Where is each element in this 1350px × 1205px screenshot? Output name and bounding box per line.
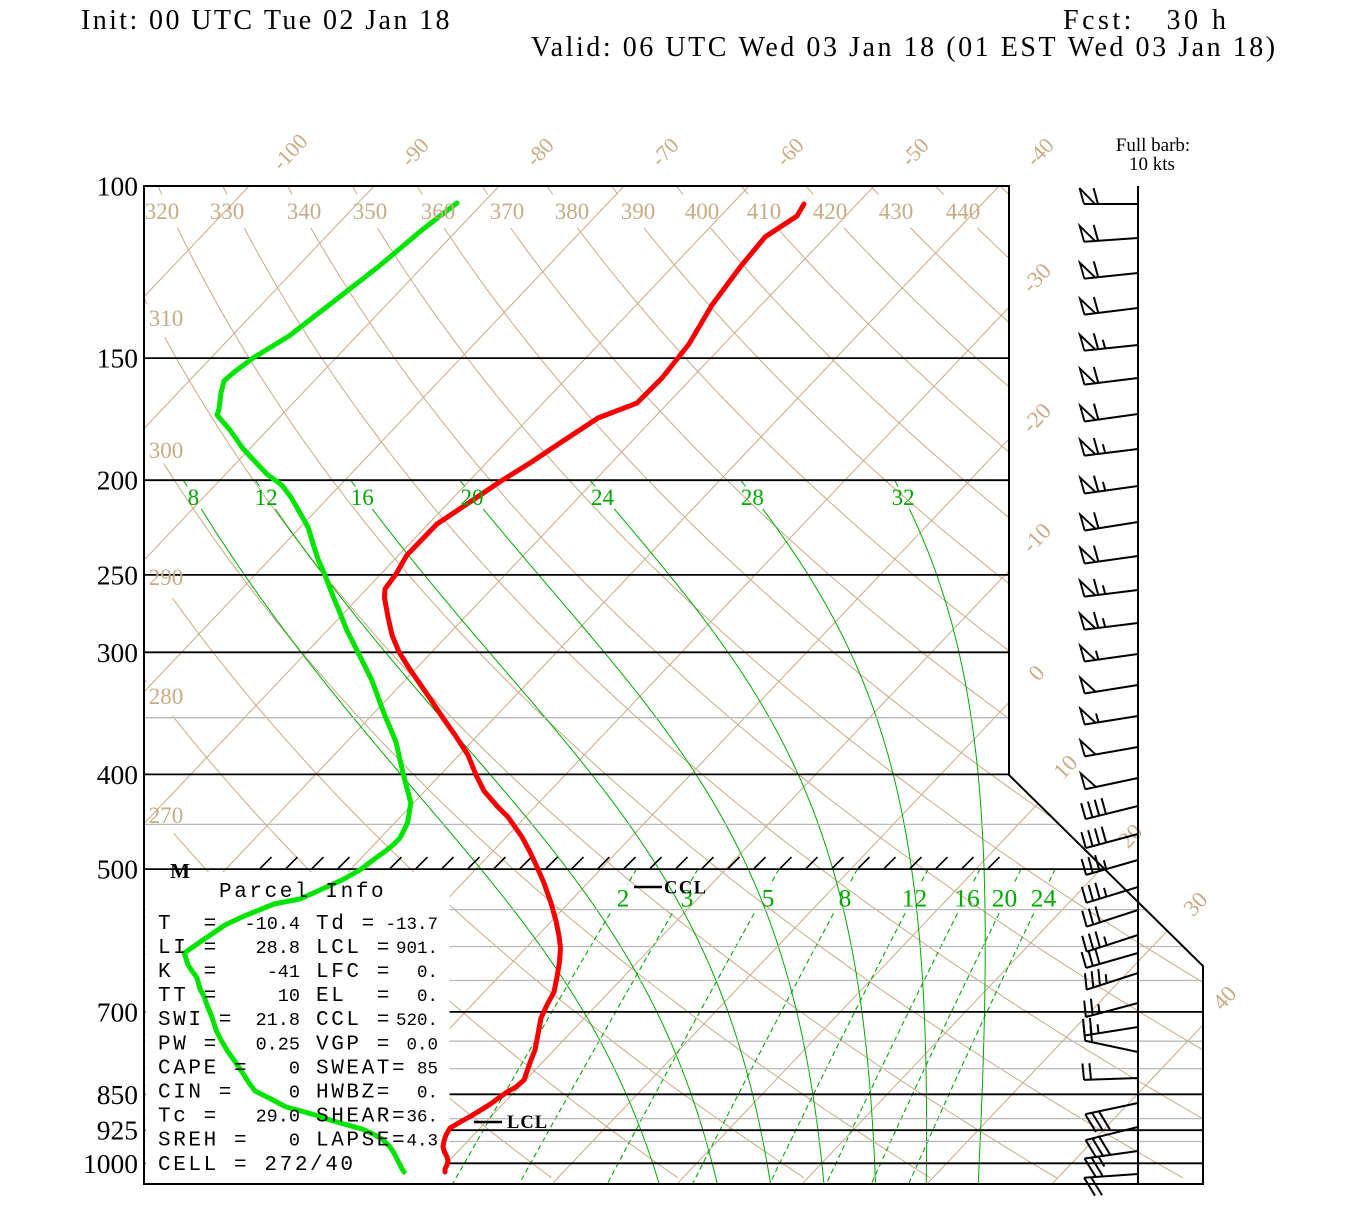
svg-text:Tc =: Tc = (158, 1106, 219, 1129)
svg-text:0.: 0. (417, 987, 438, 1007)
svg-text:901.: 901. (396, 939, 438, 959)
svg-text:CIN =: CIN = (158, 1082, 234, 1105)
svg-text:Td =: Td = (316, 913, 377, 936)
svg-text:1000: 1000 (83, 1148, 138, 1179)
svg-text:440: 440 (946, 199, 981, 224)
svg-text:350: 350 (353, 199, 388, 224)
svg-text:36.: 36. (406, 1108, 438, 1128)
svg-text:100: 100 (97, 171, 138, 202)
svg-text:330: 330 (210, 199, 245, 224)
svg-text:0: 0 (289, 1058, 300, 1079)
svg-text:400: 400 (97, 759, 138, 790)
svg-text:12: 12 (902, 884, 928, 913)
svg-text:-13.7: -13.7 (385, 915, 438, 935)
svg-text:28.8: 28.8 (256, 938, 300, 959)
svg-text:270: 270 (149, 803, 184, 828)
svg-text:Init: 00 UTC Tue 02 Jan 18: Init: 00 UTC Tue 02 Jan 18 (81, 5, 452, 36)
svg-text:85: 85 (417, 1059, 438, 1079)
svg-text:320: 320 (145, 199, 180, 224)
svg-text:4.3: 4.3 (406, 1132, 438, 1152)
svg-text:HWBZ=: HWBZ= (316, 1082, 392, 1105)
svg-text:32: 32 (892, 485, 915, 510)
svg-text:29.0: 29.0 (256, 1107, 300, 1128)
svg-text:21.8: 21.8 (256, 1010, 300, 1031)
svg-text:420: 420 (813, 199, 848, 224)
svg-text:290: 290 (149, 565, 184, 590)
svg-text:925: 925 (97, 1115, 138, 1146)
svg-text:500: 500 (97, 854, 138, 885)
svg-text:Parcel Info: Parcel Info (219, 881, 386, 904)
svg-text:SWEAT=: SWEAT= (316, 1057, 407, 1080)
svg-text:380: 380 (555, 199, 590, 224)
svg-text:16: 16 (351, 485, 374, 510)
svg-text:28: 28 (741, 485, 764, 510)
svg-text:Full barb:: Full barb: (1116, 135, 1190, 156)
svg-text:0.: 0. (417, 1084, 438, 1104)
svg-text:10: 10 (278, 986, 300, 1007)
svg-text:CCL =: CCL = (316, 1009, 392, 1032)
svg-text:Fcst: 30 h: Fcst: 30 h (1063, 5, 1229, 36)
svg-text:3: 3 (681, 884, 694, 913)
svg-text:CELL = 272/40: CELL = 272/40 (158, 1154, 356, 1177)
svg-text:2: 2 (617, 884, 630, 913)
svg-text:430: 430 (879, 199, 914, 224)
svg-text:200: 200 (97, 465, 138, 496)
svg-text:24: 24 (591, 485, 615, 510)
svg-text:12: 12 (255, 485, 278, 510)
svg-text:250: 250 (97, 559, 138, 590)
svg-text:16: 16 (954, 884, 980, 913)
svg-text:390: 390 (621, 199, 656, 224)
svg-text:310: 310 (149, 306, 184, 331)
svg-text:360: 360 (421, 199, 456, 224)
svg-text:TT =: TT = (158, 985, 219, 1008)
svg-text:K =: K = (158, 961, 219, 984)
svg-text:20: 20 (992, 884, 1018, 913)
svg-text:CAPE =: CAPE = (158, 1057, 249, 1080)
svg-text:10 kts: 10 kts (1129, 154, 1175, 175)
svg-text:5: 5 (762, 884, 775, 913)
svg-text:Valid: 06 UTC Wed 03 Jan 18 (0: Valid: 06 UTC Wed 03 Jan 18 (01 EST Wed … (531, 32, 1278, 63)
svg-text:SHEAR=: SHEAR= (316, 1106, 407, 1129)
svg-text:300: 300 (97, 637, 138, 668)
svg-text:520.: 520. (396, 1011, 438, 1031)
svg-text:LI =: LI = (158, 937, 219, 960)
svg-text:850: 850 (97, 1079, 138, 1110)
svg-text:280: 280 (149, 684, 184, 709)
svg-text:LCL =: LCL = (316, 937, 392, 960)
svg-text:SWI =: SWI = (158, 1009, 234, 1032)
svg-text:-41: -41 (267, 962, 300, 983)
svg-text:20: 20 (461, 485, 484, 510)
svg-text:340: 340 (287, 199, 322, 224)
svg-text:370: 370 (490, 199, 525, 224)
svg-text:0: 0 (289, 1083, 300, 1104)
svg-text:SREH =: SREH = (158, 1130, 249, 1153)
svg-text:300: 300 (149, 438, 184, 463)
svg-text:410: 410 (747, 199, 782, 224)
svg-text:LFC =: LFC = (316, 961, 392, 984)
svg-text:0.: 0. (417, 963, 438, 983)
svg-text:LAPSE=: LAPSE= (316, 1130, 407, 1153)
svg-text:8: 8 (188, 485, 200, 510)
svg-text:700: 700 (97, 996, 138, 1027)
svg-text:400: 400 (685, 199, 720, 224)
svg-text:24: 24 (1031, 884, 1057, 913)
svg-text:PW =: PW = (158, 1033, 219, 1056)
svg-text:0.0: 0.0 (406, 1035, 438, 1055)
svg-text:T =: T = (158, 913, 219, 936)
svg-text:150: 150 (97, 343, 138, 374)
svg-text:M: M (170, 859, 190, 883)
svg-text:LCL: LCL (507, 1113, 548, 1133)
svg-text:0: 0 (289, 1131, 300, 1152)
svg-text:CCL: CCL (664, 879, 708, 899)
svg-text:-10.4: -10.4 (244, 914, 300, 935)
svg-text:EL =: EL = (316, 985, 392, 1008)
svg-text:VGP =: VGP = (316, 1033, 392, 1056)
svg-text:8: 8 (839, 884, 852, 913)
svg-text:0.25: 0.25 (256, 1034, 300, 1055)
